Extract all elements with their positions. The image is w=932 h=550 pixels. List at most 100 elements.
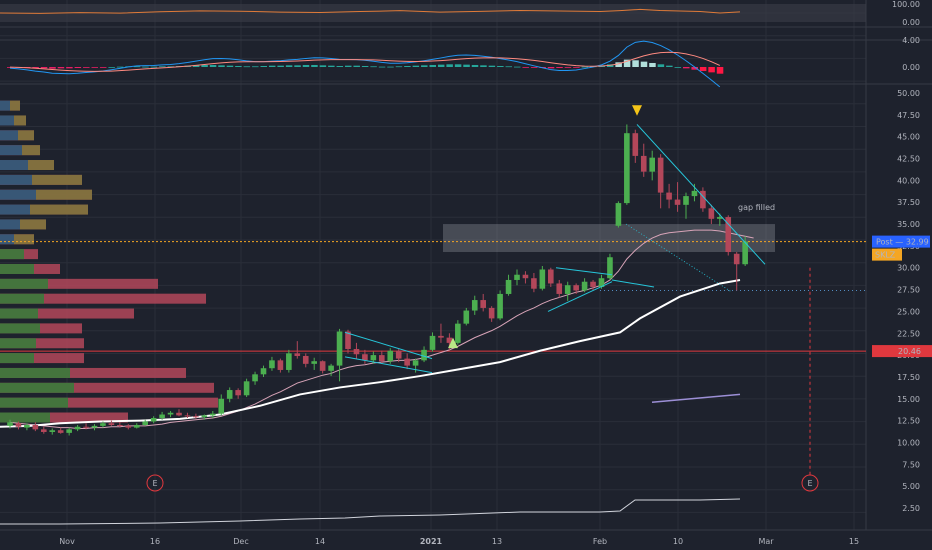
candle-body-down [531,278,537,289]
candle-body-up [463,310,470,324]
macd-histogram-bar [412,65,420,67]
candle-body-down [573,285,579,291]
candle-body-up [243,381,250,396]
candle-body-down [395,350,402,359]
support-level-label: 20.46 [898,347,921,356]
candle-body-up [471,300,478,311]
macd-histogram-bar [446,64,453,67]
macd-histogram-bar [556,67,563,69]
price-tick-label: 25.00 [897,307,920,316]
candle-body-down [488,307,495,319]
macd-histogram-bar [49,67,56,69]
macd-histogram-bar [522,67,529,68]
macd-histogram-bar [632,60,639,67]
macd-histogram-bar [437,64,445,67]
candle-body-down [640,155,647,172]
candle-body-up [66,429,72,433]
macd-histogram-bar [201,64,208,67]
volume-profile-up-bar [0,323,40,334]
macd-histogram-bar [209,64,217,67]
candle-body-down [235,390,241,396]
macd-histogram-bar [252,66,259,68]
candle-body-up [691,190,698,197]
price-tick-label: 47.50 [897,111,920,120]
candle-body-down [725,217,732,253]
candle-body-up [497,293,503,319]
candle-body-up [150,418,157,422]
candle-body-up [74,426,81,430]
volume-profile-up-bar [0,145,22,156]
price-tick-label: 37.50 [897,198,920,207]
price-tick-label: 22.50 [897,329,920,338]
volume-profile-up-bar [0,338,36,349]
candle-body-down [15,423,22,427]
earnings-marker-label: E [807,479,812,488]
macd-histogram-bar [640,61,648,67]
volume-profile-down-bar [0,367,186,378]
rsi-tick-label: 100.00 [892,0,920,9]
support-level-badge [872,345,932,358]
volume-profile-mid-bar [28,160,54,171]
macd-histogram-bar [497,65,504,67]
candle-body-down [176,412,182,416]
candle-body-down [548,269,554,284]
volume-profile-up-bar [0,397,68,408]
candle-body-up [49,430,56,432]
macd-histogram-bar [378,66,386,68]
candle-body-up [539,269,546,289]
candle-body-down [657,157,664,193]
macd-histogram-bar [429,64,436,67]
time-tick-label: 16 [150,537,160,546]
price-tick-label: 10.00 [897,438,920,447]
volume-profile-mid-bar [14,234,34,245]
macd-histogram-bar [615,62,622,67]
price-tick-label: 5.00 [902,482,920,491]
macd-histogram-bar [404,65,411,67]
volume-profile-up-bar [0,382,74,393]
candle-body-up [260,368,267,375]
volume-profile-mid-bar [22,145,40,156]
volume-profile-up-bar [0,100,10,111]
candle-body-down [277,360,284,370]
macd-histogram-bar [674,67,682,68]
volume-profile-up-bar [0,353,34,364]
earnings-marker-circle[interactable] [146,474,164,492]
time-tick-label: Dec [233,537,248,546]
macd-histogram-bar [480,65,487,67]
candle-body-up [581,281,588,291]
earnings-marker-label: E [152,479,157,488]
candle-body-up [742,241,748,265]
time-tick-label: Feb [593,537,607,546]
price-tick-label: 15.00 [897,395,920,404]
macd-line [9,40,721,88]
macd-histogram-bar [268,65,276,67]
volume-profile-up-bar [0,130,18,141]
macd-histogram-bar [235,65,242,67]
candle-body-up [24,425,30,428]
macd-histogram-bar [142,66,149,68]
volume-profile-up-bar [0,308,38,319]
candle-body-up [269,360,275,369]
candle-body-up [717,217,723,219]
earnings-marker-circle[interactable] [801,474,819,492]
candle-body-down [125,425,132,428]
macd-histogram-bar [454,64,462,67]
time-tick-label: 2021 [420,537,443,546]
macd-histogram-bar [581,66,589,68]
sma-third-line [651,393,741,404]
candle-body-up [615,203,622,226]
candle-body-up [328,365,334,371]
time-tick-label: Mar [758,537,774,546]
price-tick-label: 7.50 [902,460,920,469]
macd-histogram-bar [683,67,690,69]
candle-body-down [193,416,199,418]
candle-body-up [91,425,98,428]
candle-body-down [632,133,639,156]
candle-body-up [412,360,419,366]
candle-body-up [387,350,394,362]
macd-histogram-bar [657,64,665,67]
price-tick-label: 30.00 [897,264,920,273]
price-tick-label: 40.00 [897,176,920,185]
macd-histogram-bar [505,66,513,68]
